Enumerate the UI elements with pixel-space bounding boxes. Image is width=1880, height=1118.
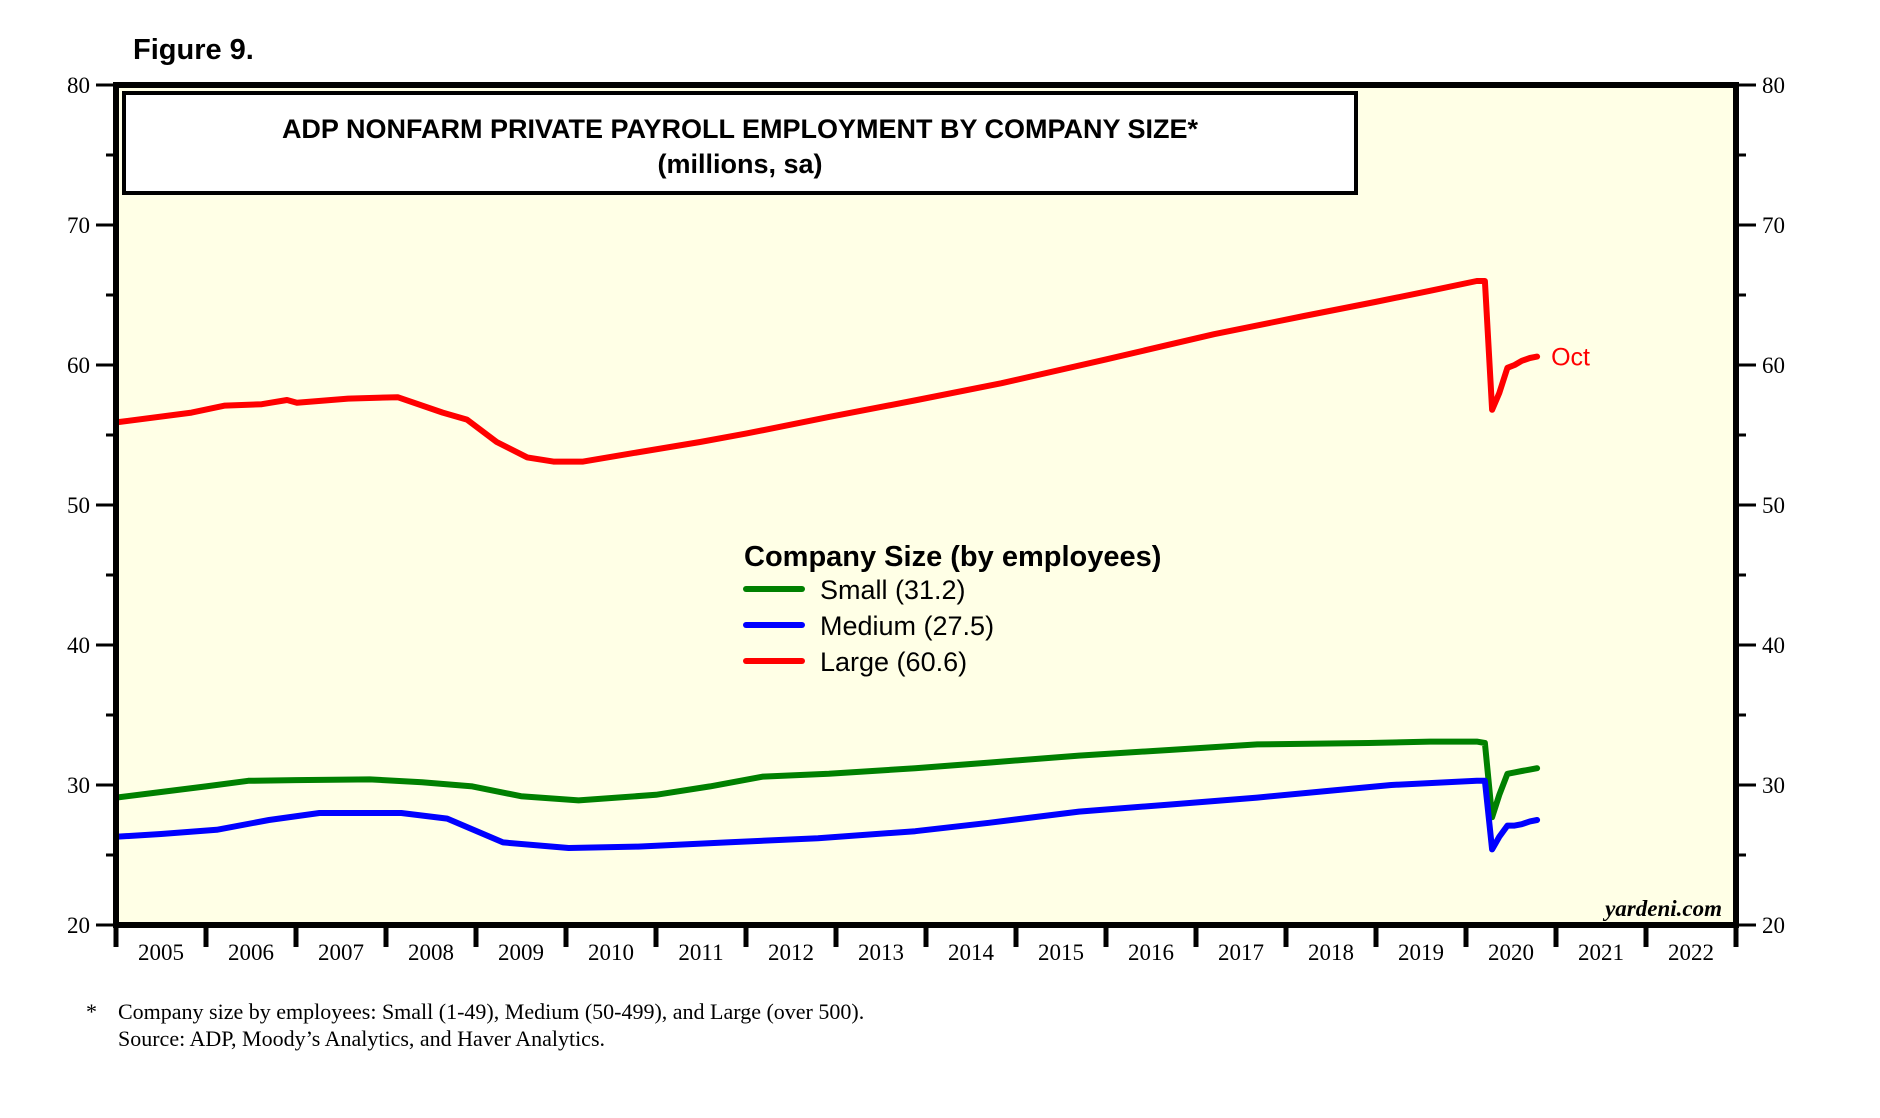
chart-title: ADP NONFARM PRIVATE PAYROLL EMPLOYMENT B…: [282, 114, 1199, 144]
series-layer: [113, 278, 1541, 853]
y-tick-label-right: 40: [1762, 633, 1785, 658]
x-tick-label: 2005: [138, 940, 184, 965]
watermark: yardeni.com: [1602, 896, 1722, 921]
legend-label-medium: Medium (27.5): [820, 611, 994, 641]
x-tick-label: 2011: [678, 940, 723, 965]
footnote-line-1: Company size by employees: Small (1-49),…: [118, 999, 865, 1024]
x-tick-label: 2012: [768, 940, 814, 965]
y-tick-label-right: 70: [1762, 213, 1785, 238]
x-tick-label: 2018: [1308, 940, 1354, 965]
legend-title: Company Size (by employees): [744, 541, 1161, 573]
x-tick-label: 2019: [1398, 940, 1444, 965]
series-line-small: [113, 738, 1541, 821]
plot-background: [116, 85, 1736, 925]
annotation-oct: Oct: [1551, 344, 1590, 372]
footnote-marker: *: [86, 999, 97, 1024]
x-tick-label: 2013: [858, 940, 904, 965]
title-box: [122, 91, 1358, 195]
x-tick-label: 2010: [588, 940, 634, 965]
y-tick-label-left: 30: [67, 773, 90, 798]
y-tick-label-left: 80: [67, 73, 90, 98]
footnote: * Company size by employees: Small (1-49…: [86, 998, 864, 1052]
y-tick-label-right: 60: [1762, 353, 1785, 378]
x-axis-ticks: 2005 2006 2007 2008 2009 2010 2011 2012 2013 2014…: [113, 925, 1739, 965]
y-axis-ticks: 20 20 30 30 40 40 50 50 60 60 70 70 80 80: [67, 73, 1785, 938]
x-tick-label: 2017: [1218, 940, 1264, 965]
x-tick-label: 2007: [318, 940, 364, 965]
series-line-medium: [113, 777, 1541, 853]
y-tick-label-right: 80: [1762, 73, 1785, 98]
series-line-large: [113, 278, 1541, 465]
y-tick-label-left: 70: [67, 213, 90, 238]
chart-subtitle: (millions, sa): [657, 149, 822, 179]
y-tick-label-right: 50: [1762, 493, 1785, 518]
x-tick-label: 2009: [498, 940, 544, 965]
y-tick-label-right: 20: [1762, 913, 1785, 938]
x-tick-label: 2016: [1128, 940, 1174, 965]
legend-label-small: Small (31.2): [820, 575, 966, 605]
x-tick-label: 2014: [948, 940, 995, 965]
x-tick-label: 2021: [1578, 940, 1624, 965]
x-tick-label: 2006: [228, 940, 274, 965]
plot-frame: [113, 82, 1739, 928]
y-tick-label-left: 20: [67, 913, 90, 938]
y-tick-label-left: 50: [67, 493, 90, 518]
y-tick-label-right: 30: [1762, 773, 1785, 798]
x-tick-label: 2022: [1668, 940, 1714, 965]
legend-label-large: Large (60.6): [820, 647, 967, 677]
y-tick-label-left: 40: [67, 633, 90, 658]
legend: Company Size (by employees) Small (31.2)…: [743, 541, 1161, 677]
footnote-line-2: Source: ADP, Moody’s Analytics, and Have…: [118, 1026, 606, 1051]
figure-label: Figure 9.: [133, 34, 254, 66]
x-tick-label: 2015: [1038, 940, 1084, 965]
x-tick-label: 2008: [408, 940, 454, 965]
x-tick-label: 2020: [1488, 940, 1534, 965]
y-tick-label-left: 60: [67, 353, 90, 378]
